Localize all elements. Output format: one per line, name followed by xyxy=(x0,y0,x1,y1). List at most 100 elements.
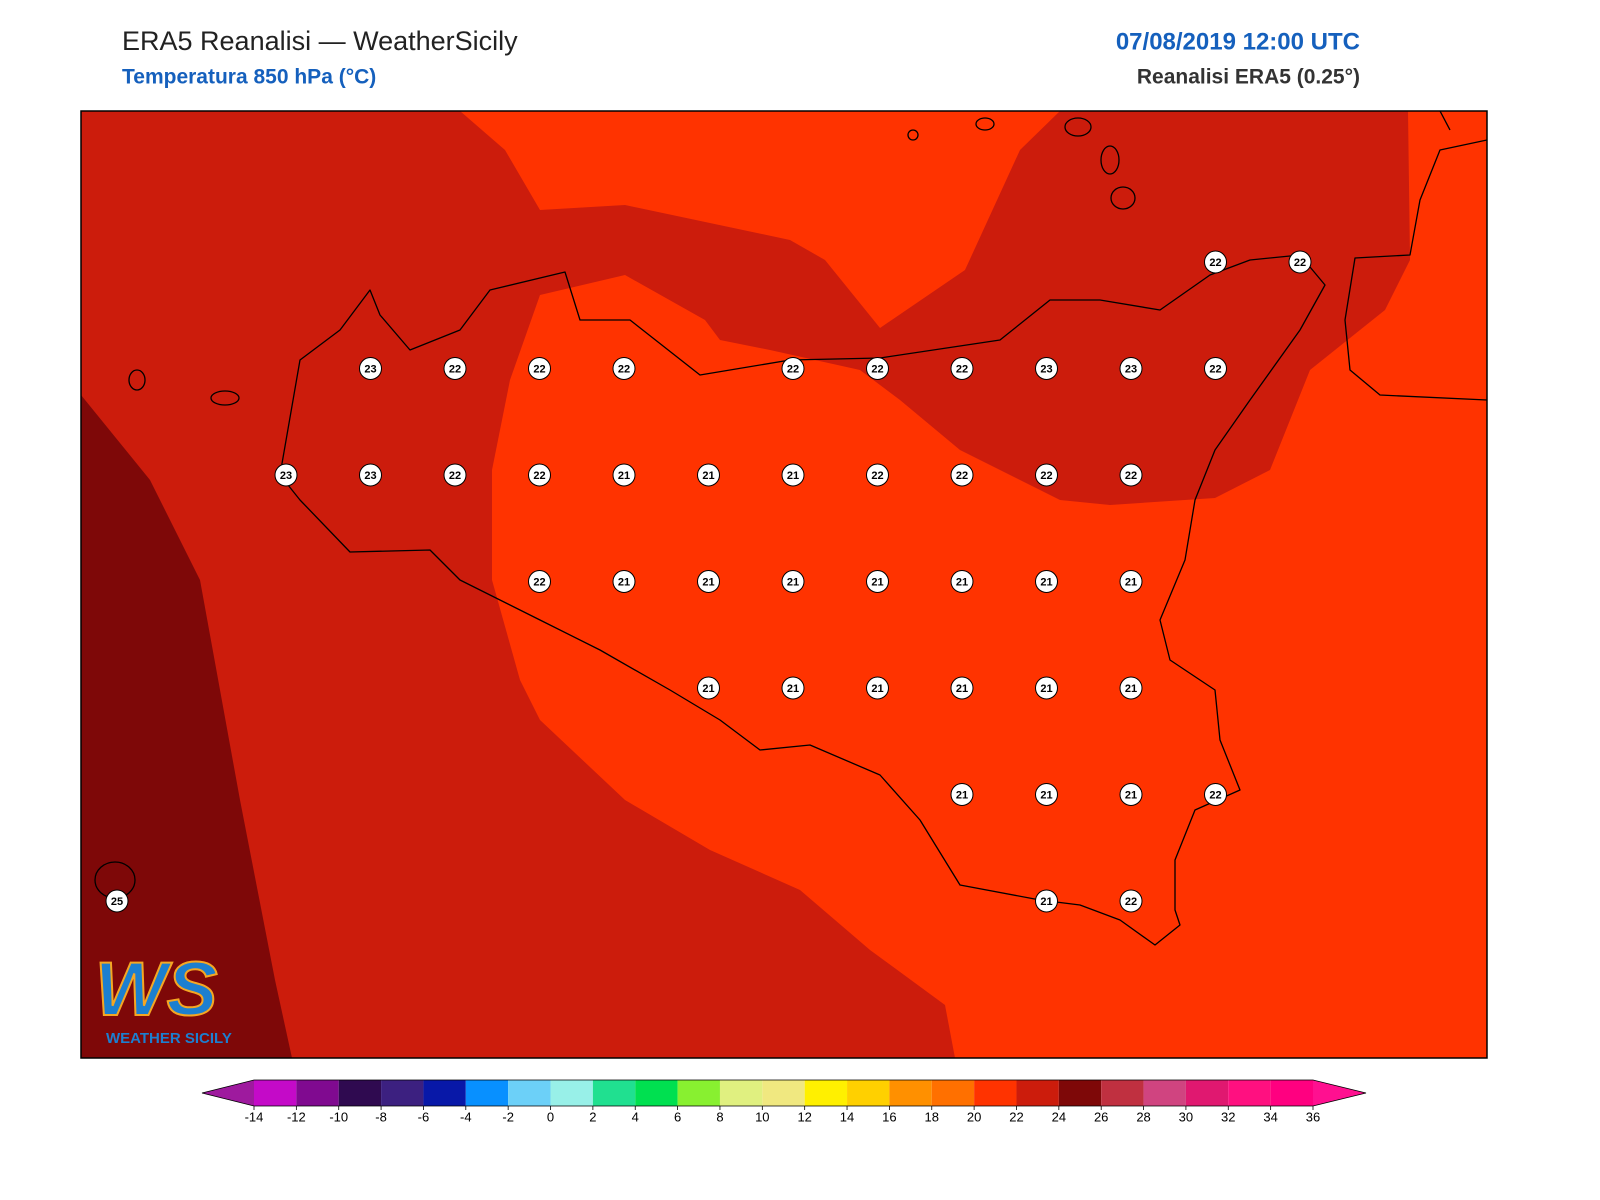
colorbar-tick-label: -6 xyxy=(418,1109,430,1124)
station-marker xyxy=(950,570,974,593)
station-marker xyxy=(1204,357,1227,380)
colorbar-tick-label: 12 xyxy=(797,1109,811,1124)
station-value: 22 xyxy=(449,363,461,375)
colorbar-segment xyxy=(974,1080,1017,1106)
colorbar-segment xyxy=(423,1080,466,1106)
colorbar-segment xyxy=(254,1080,297,1106)
coastline xyxy=(279,254,1326,946)
colorbar-segment xyxy=(762,1080,805,1106)
coastline xyxy=(1439,111,1451,131)
map: 22 22 23 22 22 22 22 22 22 23 23 22 23 23 22 22 21 21 21 22… xyxy=(81,111,1487,1058)
station-marker xyxy=(359,463,382,487)
colorbar-segment xyxy=(804,1080,848,1106)
station-marker xyxy=(1119,889,1143,913)
station-marker xyxy=(1035,889,1058,913)
colorbar-tick-label: 6 xyxy=(674,1109,681,1124)
station-marker xyxy=(697,463,720,487)
island xyxy=(210,390,240,406)
station-marker xyxy=(781,463,805,487)
station-value: 22 xyxy=(1125,896,1137,908)
source: Reanalisi ERA5 (0.25°) xyxy=(1137,66,1360,89)
title: ERA5 Reanalisi — WeatherSicily xyxy=(122,26,518,56)
colorbar-tick-label: 0 xyxy=(547,1109,554,1124)
colorbar-segment xyxy=(1143,1080,1186,1106)
station-marker xyxy=(1035,783,1058,806)
field xyxy=(81,395,292,1058)
colorbar-segment xyxy=(381,1080,424,1106)
colorbar-segment xyxy=(1016,1080,1059,1106)
colorbar-segment xyxy=(550,1080,593,1106)
station-value: 22 xyxy=(533,470,545,482)
station-marker xyxy=(1035,463,1058,487)
station-value: 21 xyxy=(787,683,799,695)
map-frame xyxy=(80,110,1488,1059)
station-marker xyxy=(1119,357,1143,380)
stations: 22 22 23 22 22 22 22 22 22 23 23 22 23 23 22 22 21 21 21 22… xyxy=(105,250,1312,913)
station-marker xyxy=(950,463,974,487)
island xyxy=(1064,117,1092,137)
logo-text: WEATHER SICILY xyxy=(106,1030,232,1047)
station-value: 22 xyxy=(1294,257,1306,269)
colorbar-segment xyxy=(931,1080,975,1106)
colorbar-tick-label: -8 xyxy=(375,1109,387,1124)
colorbar-segment xyxy=(296,1080,339,1106)
station-marker xyxy=(866,463,889,487)
station-marker xyxy=(359,357,382,380)
station-value: 22 xyxy=(871,470,883,482)
colorbar-tick-label: 24 xyxy=(1052,1109,1066,1124)
colorbar-tick-label: 30 xyxy=(1179,1109,1193,1124)
colorbar-tick-label: -10 xyxy=(329,1109,348,1124)
station-marker xyxy=(612,463,636,487)
island xyxy=(975,117,995,131)
station-marker xyxy=(950,357,974,380)
colorbar-segment xyxy=(1228,1080,1271,1106)
colorbar-tick-label: 4 xyxy=(632,1109,639,1124)
colorbar-segment xyxy=(1058,1080,1102,1106)
colorbar-tick-label: 26 xyxy=(1094,1109,1108,1124)
station-marker xyxy=(528,463,551,487)
colorbar-segment xyxy=(465,1080,509,1106)
colorbar: -14 -12 -10 -8 -6 -4 -2 0 2 4 6 8 10 12 14 16 18 20 22 24 26… xyxy=(201,1079,1367,1124)
island xyxy=(907,129,919,141)
station-value: 22 xyxy=(449,470,461,482)
station-marker xyxy=(697,676,720,700)
station-marker xyxy=(1119,783,1143,806)
station-marker xyxy=(866,676,889,700)
colorbar-tick-label: 22 xyxy=(1009,1109,1023,1124)
colorbar-tick-label: 34 xyxy=(1263,1109,1277,1124)
colorbar-segment xyxy=(889,1080,932,1106)
station-value: 21 xyxy=(618,576,630,588)
station-value: 21 xyxy=(956,683,968,695)
colorbar-segment xyxy=(719,1080,763,1106)
station-value: 22 xyxy=(1209,363,1221,375)
station-marker xyxy=(1035,570,1058,593)
colorbar-tick-label: 20 xyxy=(967,1109,981,1124)
station-marker xyxy=(105,889,129,913)
station-marker xyxy=(1035,357,1058,380)
station-marker xyxy=(866,357,889,380)
colorbar-tick-label: -12 xyxy=(287,1109,306,1124)
station-value: 22 xyxy=(871,363,883,375)
colorbar-tick-label: 8 xyxy=(716,1109,723,1124)
colorbar-tick-label: 16 xyxy=(882,1109,896,1124)
colorbar-tick-label: 28 xyxy=(1136,1109,1150,1124)
station-marker xyxy=(612,357,636,380)
station-marker xyxy=(781,570,805,593)
logo: WS WEATHER SICILY xyxy=(94,946,232,1047)
station-value: 21 xyxy=(702,470,714,482)
colorbar-tick-label: 36 xyxy=(1306,1109,1320,1124)
station-value: 23 xyxy=(1125,363,1137,375)
station-value: 25 xyxy=(111,896,123,908)
station-value: 21 xyxy=(1125,683,1137,695)
station-marker xyxy=(274,463,298,487)
station-marker xyxy=(528,357,551,380)
station-marker xyxy=(950,783,974,806)
station-value: 22 xyxy=(533,576,545,588)
station-value: 23 xyxy=(280,470,292,482)
station-value: 22 xyxy=(1209,789,1221,801)
colorbar-tick-label: 10 xyxy=(755,1109,769,1124)
station-value: 21 xyxy=(618,470,630,482)
colorbar-tick-label: -14 xyxy=(245,1109,264,1124)
station-marker xyxy=(528,570,551,593)
colorbar-segment xyxy=(1101,1080,1144,1106)
